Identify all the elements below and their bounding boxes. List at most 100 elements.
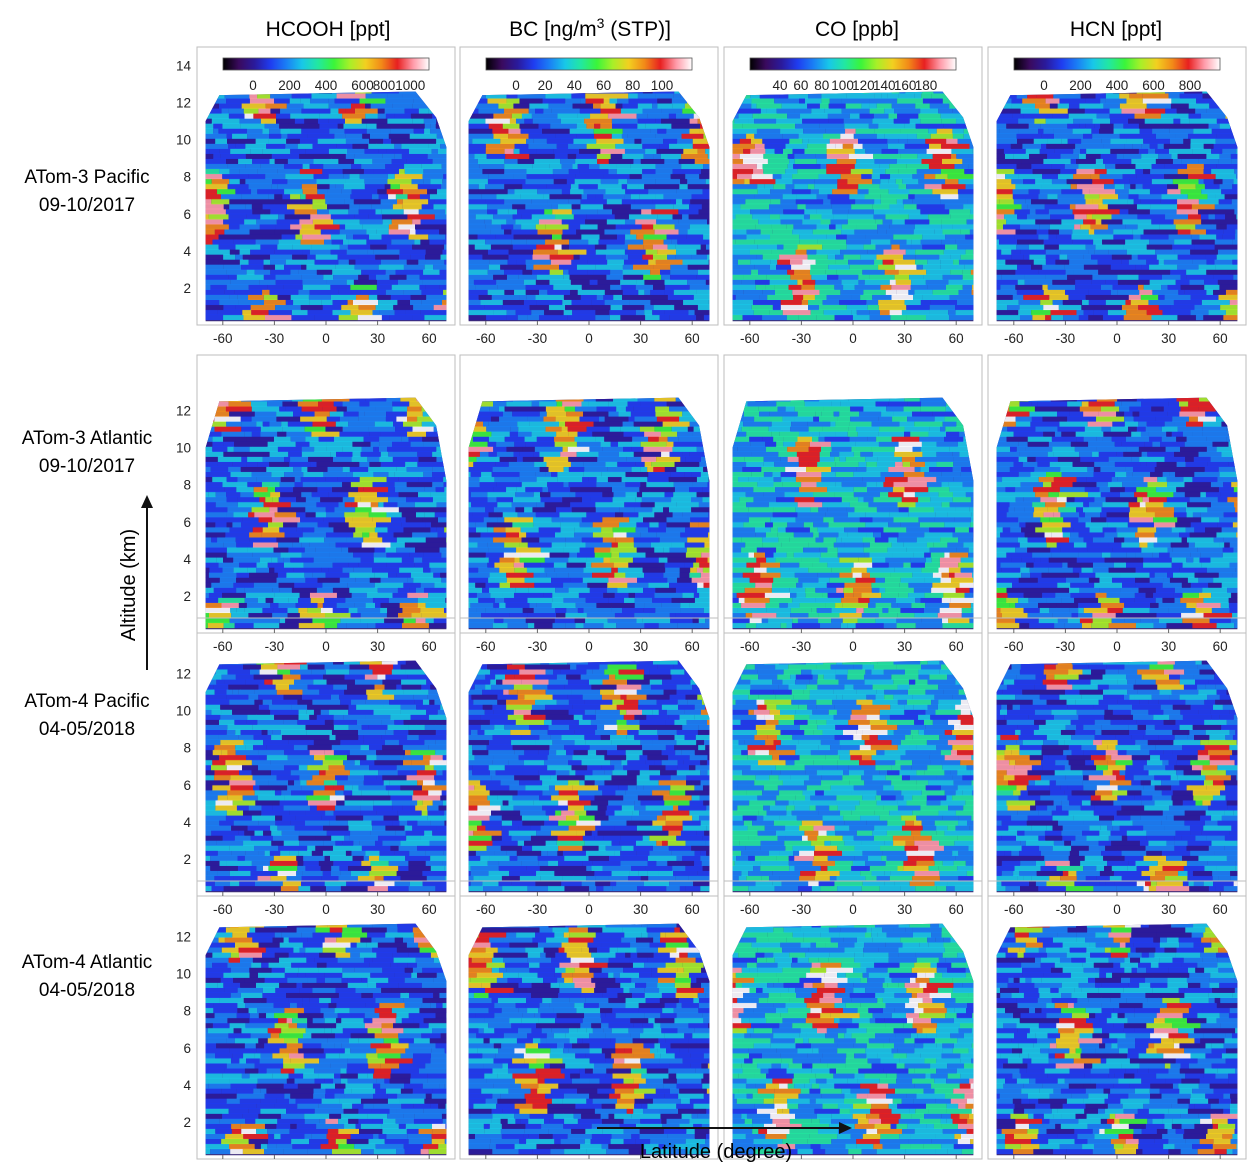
heatmap-cell [509, 117, 516, 124]
heatmap-cell [663, 138, 678, 144]
heatmap-cell [574, 531, 593, 538]
heatmap-cell [1224, 193, 1238, 200]
heatmap-cell [1124, 183, 1131, 190]
heatmap-cell [205, 112, 229, 119]
heatmap-cell [1066, 178, 1093, 185]
heatmap-cell [903, 253, 916, 260]
heatmap-cell [208, 491, 216, 498]
heatmap-cell [468, 531, 481, 538]
heatmap-cell [536, 476, 558, 483]
heatmap-cell [521, 223, 536, 230]
heatmap-cell [619, 521, 637, 528]
heatmap-cell [548, 304, 566, 311]
heatmap-cell [383, 501, 398, 508]
heatmap-cell [358, 561, 387, 568]
heatmap-cell [905, 248, 916, 255]
heatmap-cell [342, 466, 350, 473]
heatmap-cell [308, 456, 333, 462]
heatmap-cell [486, 425, 511, 432]
heatmap-cell [596, 153, 611, 159]
heatmap-cell [576, 264, 596, 270]
heatmap-cell [621, 223, 642, 230]
heatmap-cell [679, 567, 691, 573]
heatmap-cell [638, 511, 655, 518]
heatmap-cell [732, 531, 756, 538]
heatmap-cell [418, 259, 426, 265]
heatmap-cell [776, 612, 791, 619]
heatmap-cell [253, 486, 268, 493]
heatmap-cell [749, 178, 776, 185]
heatmap-cell [1174, 248, 1191, 255]
heatmap-cell [505, 526, 521, 533]
heatmap-cell [262, 456, 285, 462]
heatmap-cell [1091, 253, 1112, 260]
heatmap-cell [377, 112, 386, 119]
heatmap-cell [1163, 259, 1193, 265]
heatmap-cell [252, 551, 281, 558]
heatmap-cell [381, 314, 390, 321]
heatmap-cell [925, 279, 949, 285]
heatmap-cell [301, 274, 324, 280]
heatmap-cell [569, 551, 578, 558]
heatmap-cell [940, 112, 970, 119]
heatmap-cell [1119, 102, 1147, 109]
heatmap-cell [742, 314, 763, 321]
heatmap-cell [787, 446, 809, 452]
heatmap-cell [681, 133, 704, 139]
x-tick-label: 30 [1161, 331, 1176, 346]
heatmap-cell [813, 491, 835, 498]
heatmap-cell [491, 431, 510, 437]
heatmap-cell [878, 415, 893, 422]
heatmap-cell [438, 410, 447, 417]
heatmap-cell [349, 587, 378, 593]
heatmap-cell [884, 107, 895, 114]
heatmap-cell [973, 193, 974, 200]
heatmap-cell [388, 228, 410, 235]
heatmap-cell [427, 153, 447, 159]
heatmap-cell [304, 572, 313, 578]
heatmap-cell [414, 238, 421, 245]
heatmap-cell [1194, 304, 1221, 311]
heatmap-cell [279, 481, 295, 488]
heatmap-cell [549, 163, 562, 170]
heatmap-cell [634, 597, 653, 603]
heatmap-cell [1161, 284, 1168, 290]
heatmap-cell [615, 223, 622, 230]
heatmap-cell [241, 425, 261, 432]
heatmap-cell [949, 572, 955, 578]
heatmap-cell [601, 526, 613, 533]
heatmap-cell [474, 153, 487, 159]
heatmap-cell [883, 481, 894, 488]
heatmap-cell [341, 188, 352, 195]
heatmap-cell [1068, 112, 1097, 119]
heatmap-cell [490, 592, 503, 598]
heatmap-cell [823, 516, 834, 523]
heatmap-cell [1206, 269, 1228, 275]
heatmap-cell [823, 133, 841, 139]
heatmap-cell [205, 466, 211, 473]
heatmap-cell [696, 274, 710, 280]
heatmap-cell [205, 123, 214, 129]
heatmap-cell [522, 607, 534, 614]
heatmap-cell [1012, 112, 1024, 119]
heatmap-cell [699, 592, 710, 598]
heatmap-cell [899, 208, 921, 215]
heatmap-cell [358, 274, 369, 280]
x-tick-label: 30 [370, 639, 385, 654]
heatmap-cell [487, 561, 495, 568]
heatmap-cell [595, 436, 605, 442]
heatmap-cell [344, 117, 362, 124]
heatmap-cell [894, 446, 913, 452]
heatmap-cell [468, 397, 488, 402]
heatmap-cell [839, 612, 862, 619]
heatmap-cell [611, 567, 618, 573]
heatmap-cell [643, 238, 664, 245]
heatmap-cell [1203, 163, 1217, 170]
heatmap-cell [879, 163, 890, 170]
heatmap-cell [487, 526, 494, 533]
heatmap-cell [1139, 289, 1153, 295]
heatmap-cell [236, 274, 264, 280]
heatmap-cell [1062, 299, 1083, 306]
heatmap-cell [609, 425, 621, 432]
heatmap-cell [414, 501, 437, 508]
